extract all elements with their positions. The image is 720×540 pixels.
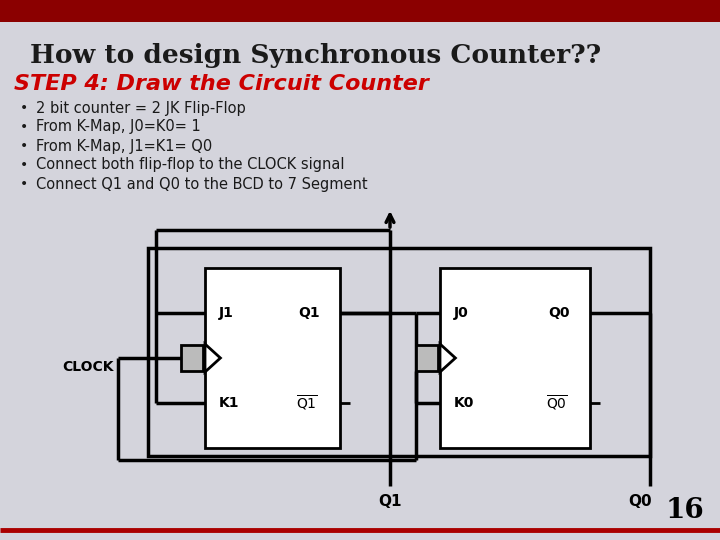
Text: K1: K1 [219,396,240,410]
Text: From K-Map, J0=K0= 1: From K-Map, J0=K0= 1 [36,119,201,134]
Text: Q1: Q1 [378,494,402,509]
Text: •: • [20,139,28,153]
Text: K0: K0 [454,396,474,410]
Text: How to design Synchronous Counter??: How to design Synchronous Counter?? [30,43,601,68]
Bar [440,268,590,448]
Text: From K-Map, J1=K1= Q0: From K-Map, J1=K1= Q0 [36,138,212,153]
Text: 2 bit counter = 2 JK Flip-Flop: 2 bit counter = 2 JK Flip-Flop [36,100,246,116]
Bar [416,345,438,371]
Text: CLOCK: CLOCK [63,360,114,374]
Text: $\overline{\rm Q1}$: $\overline{\rm Q1}$ [296,393,318,413]
Text: J1: J1 [219,306,234,320]
Bar [148,248,650,456]
Bar [181,345,203,371]
Text: 16: 16 [665,496,704,523]
Polygon shape [440,344,455,372]
Bar [205,268,340,448]
Polygon shape [205,344,220,372]
Text: J0: J0 [454,306,469,320]
Text: Q0: Q0 [548,306,570,320]
Text: Connect both flip-flop to the CLOCK signal: Connect both flip-flop to the CLOCK sign… [36,158,344,172]
Text: STEP 4: Draw the Circuit Counter: STEP 4: Draw the Circuit Counter [14,74,429,94]
Bar [0,0,720,22]
Text: Connect Q1 and Q0 to the BCD to 7 Segment: Connect Q1 and Q0 to the BCD to 7 Segmen… [36,177,368,192]
Text: •: • [20,177,28,191]
Text: Q0: Q0 [628,494,652,509]
Text: •: • [20,101,28,115]
Text: •: • [20,120,28,134]
Text: Q1: Q1 [298,306,320,320]
Text: $\overline{\rm Q0}$: $\overline{\rm Q0}$ [546,393,568,413]
Text: •: • [20,158,28,172]
